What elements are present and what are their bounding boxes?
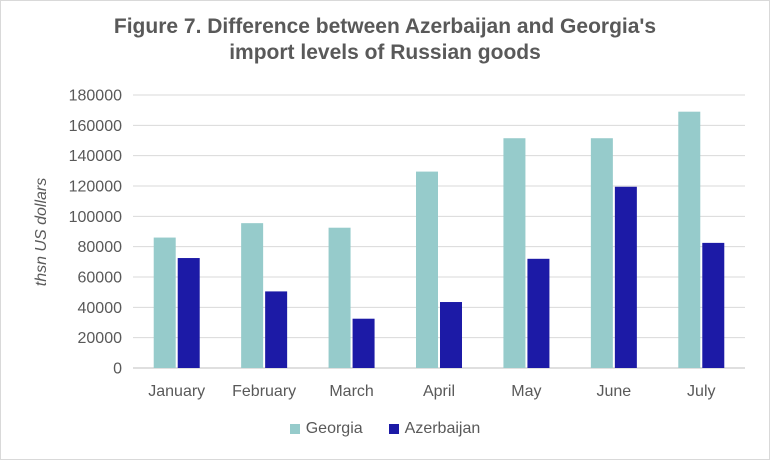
y-tick-label: 140000 [69, 148, 122, 165]
x-tick-label: April [423, 383, 455, 400]
y-axis-label: thsn US dollars [33, 178, 50, 287]
y-tick-label: 80000 [78, 239, 123, 256]
y-tick-label: 180000 [69, 88, 122, 105]
bar-georgia-july [678, 111, 701, 368]
bar-azerbaijan-july [702, 242, 725, 368]
y-axis-ticks: 0 20000 40000 60000 80000 100000 120000 140000 1… [69, 88, 122, 378]
bar-georgia-may [503, 138, 526, 368]
x-axis-ticks: January February March April May June July [148, 383, 715, 400]
y-tick-label: 160000 [69, 118, 122, 135]
chart-title-line-1: Figure 7. Difference between Azerbaijan … [113, 15, 657, 38]
y-tick-label: 20000 [78, 330, 123, 347]
bar-azerbaijan-january [177, 258, 200, 368]
x-tick-label: January [148, 383, 205, 400]
bar-azerbaijan-april [440, 302, 462, 368]
legend-label-georgia: Georgia [305, 420, 363, 437]
x-tick-label: March [329, 383, 373, 400]
bar-azerbaijan-june [614, 186, 637, 368]
bars [153, 111, 725, 368]
gridlines [133, 94, 745, 369]
bar-georgia-february [241, 223, 264, 368]
legend-item-azerbaijan: Azerbaijan [388, 420, 481, 438]
y-tick-label: 60000 [78, 270, 123, 287]
chart-title: Figure 7. Difference between Azerbaijan … [0, 14, 770, 66]
bar-georgia-april [416, 171, 438, 368]
x-tick-label: May [511, 383, 541, 400]
chart-title-line-2: import levels of Russian goods [229, 41, 541, 64]
bar-azerbaijan-may [527, 258, 550, 368]
legend-swatch-georgia [289, 424, 300, 434]
x-tick-label: July [687, 383, 715, 400]
y-tick-label: 120000 [69, 179, 122, 196]
legend-item-georgia: Georgia [289, 420, 363, 438]
x-tick-label: June [597, 383, 632, 400]
legend-swatch-azerbaijan [388, 424, 399, 434]
bar-azerbaijan-february [265, 291, 288, 368]
legend-label-azerbaijan: Azerbaijan [404, 420, 481, 437]
bar-georgia-march [328, 227, 351, 368]
y-tick-label: 100000 [69, 209, 122, 226]
legend: Georgia Azerbaijan [0, 417, 770, 441]
y-tick-label: 40000 [78, 300, 123, 317]
bar-georgia-january [153, 237, 176, 368]
x-tick-label: February [232, 383, 296, 400]
y-tick-label: 0 [113, 361, 122, 378]
bar-azerbaijan-march [352, 318, 375, 368]
bar-georgia-june [590, 138, 613, 368]
